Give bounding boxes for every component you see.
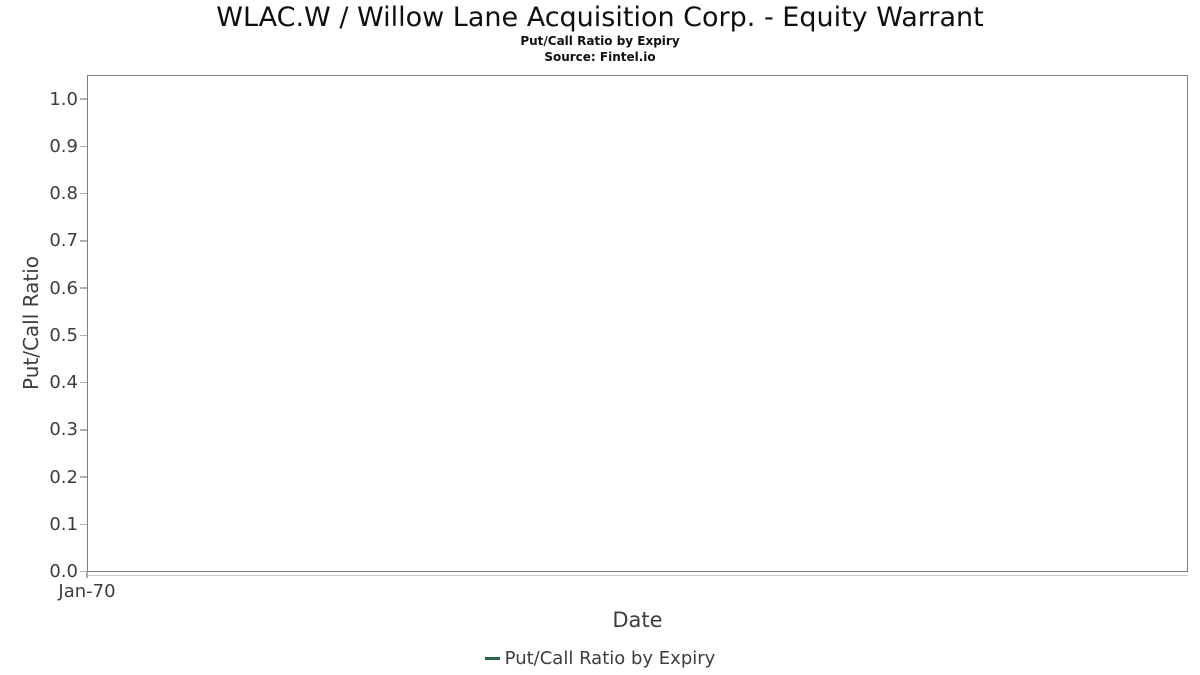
x-tick-label: Jan-70 — [58, 581, 116, 602]
y-tick-label: 0.4 — [49, 372, 78, 393]
y-tick-mark — [80, 98, 87, 100]
y-tick-label: 0.3 — [49, 419, 78, 441]
y-tick-mark — [80, 287, 87, 289]
y-tick-mark — [80, 381, 87, 384]
chart-source: Source: Fintel.io — [544, 50, 656, 64]
y-tick-label: 0.9 — [49, 135, 78, 157]
x-axis-secondary-line — [87, 575, 1188, 576]
y-tick-mark — [80, 240, 87, 242]
y-tick-label: 0.6 — [49, 277, 78, 299]
y-tick-mark — [80, 523, 87, 525]
y-tick-label: 0.7 — [49, 230, 78, 252]
y-tick-label: 0.0 — [49, 561, 78, 582]
y-axis-label: Put/Call Ratio — [19, 255, 43, 391]
plot-area — [87, 75, 1188, 572]
x-tick-mark — [86, 572, 88, 578]
legend-label: Put/Call Ratio by Expiry — [504, 647, 716, 669]
y-tick-label: 0.5 — [49, 324, 78, 346]
x-axis-label: Date — [612, 608, 663, 632]
y-tick-label: 0.1 — [49, 513, 78, 535]
legend: Put/Call Ratio by Expiry — [0, 646, 1200, 670]
chart-title: WLAC.W / Willow Lane Acquisition Corp. -… — [216, 2, 984, 33]
y-tick-mark — [80, 145, 87, 147]
y-tick-label: 0.8 — [49, 183, 78, 204]
y-tick-mark — [80, 429, 87, 431]
y-tick-mark — [80, 476, 87, 478]
y-tick-mark — [80, 570, 87, 573]
y-tick-mark — [80, 334, 87, 336]
y-tick-mark — [80, 192, 87, 195]
y-tick-label: 0.2 — [49, 466, 78, 488]
legend-line-icon — [484, 656, 500, 660]
y-tick-label: 1.0 — [49, 88, 78, 110]
chart-subtitle: Put/Call Ratio by Expiry — [520, 34, 680, 48]
